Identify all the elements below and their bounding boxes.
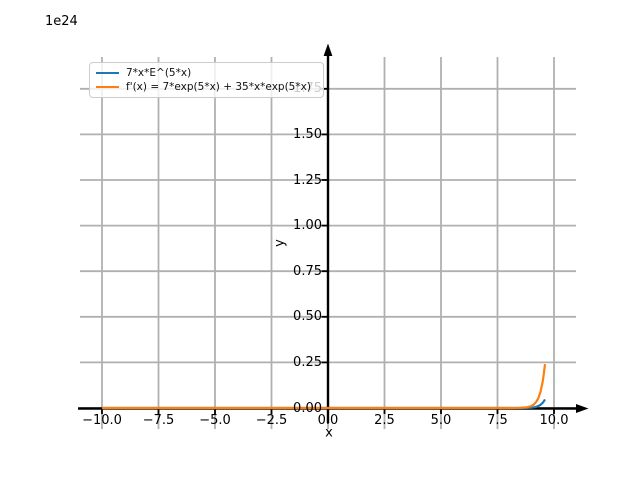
legend-swatch-orange-line [96,86,119,88]
y-tick-label: 1.50 [293,126,322,142]
y-tick-label: 0.75 [293,263,322,279]
x-tick-label: −7.5 [142,413,175,428]
x-axis-label: x [325,425,333,441]
x-tick-label: −10.0 [82,413,122,428]
y-axis-offset-text: 1e24 [45,14,78,29]
legend: 7*x*E^(5*x) f'(x) = 7*exp(5*x) + 35*x*ex… [89,62,324,98]
y-axis-label: y [272,239,288,247]
series-line-1 [102,363,547,410]
x-tick-label: 7.5 [487,413,508,428]
legend-row: f'(x) = 7*exp(5*x) + 35*x*exp(5*x) [96,80,317,94]
x-tick-label: 10.0 [539,413,569,428]
y-axis-arrowhead-icon [323,43,333,56]
y-tick-label: 0.50 [293,309,322,325]
legend-swatch-blue-line [96,72,119,74]
x-tick-label: 0.0 [317,413,339,428]
y-tick-label: 1.00 [293,218,322,234]
legend-row: 7*x*E^(5*x) [96,66,317,80]
y-tick-label: 1.25 [293,172,322,188]
x-tick-label: −5.0 [199,413,231,428]
y-tick-label: 0.00 [293,400,322,416]
y-tick-label: 0.25 [293,354,322,370]
axes-spines-group [78,43,589,423]
legend-label: 7*x*E^(5*x) [126,66,192,79]
x-tick-label: 2.5 [374,413,395,428]
x-tick-label: −2.5 [255,413,288,428]
x-axis-arrowhead-icon [576,404,589,413]
legend-label: f'(x) = 7*exp(5*x) + 35*x*exp(5*x) [126,80,311,93]
series-line-0 [102,398,546,410]
x-tick-label: 5.0 [430,413,452,428]
curves-group [102,363,547,410]
